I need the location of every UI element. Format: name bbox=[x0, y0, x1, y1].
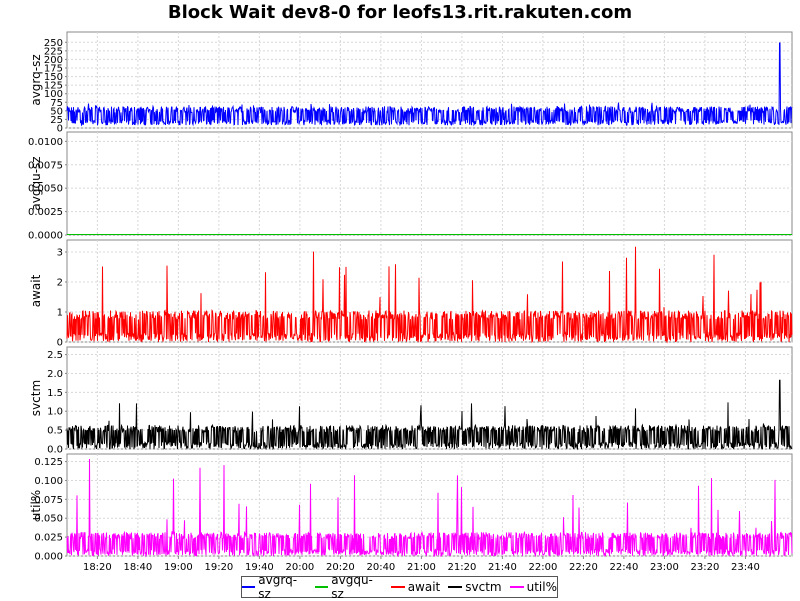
x-tick-label-10: 21:40 bbox=[488, 562, 517, 573]
x-tick-label-0: 18:20 bbox=[83, 562, 112, 573]
y-axis-label-avgrq-sz: avgrq-sz bbox=[29, 54, 43, 105]
y-tick-label-avgrq-sz-2: 50 bbox=[50, 106, 63, 117]
chart-title: Block Wait dev8-0 for leofs13.rit.rakute… bbox=[167, 2, 633, 23]
y-tick-label-avgrq-sz-6: 150 bbox=[44, 72, 63, 83]
y-tick-label-svctm-0: 0.0 bbox=[47, 445, 63, 456]
y-axis-label-svctm: svctm bbox=[29, 380, 43, 416]
y-tick-label-svctm-1: 0.5 bbox=[47, 426, 63, 437]
x-tick-label-2: 19:00 bbox=[164, 562, 193, 573]
y-tick-label-avgqu-sz-2: 0.0050 bbox=[28, 184, 63, 195]
y-axis-label-util: util% bbox=[29, 490, 43, 520]
legend-swatch-avgqu-sz bbox=[314, 586, 329, 588]
x-tick-label-1: 18:40 bbox=[123, 562, 152, 573]
legend-item-svctm: svctm bbox=[448, 580, 502, 594]
y-tick-label-avgqu-sz-0: 0.0000 bbox=[28, 231, 63, 242]
y-tick-label-avgqu-sz-3: 0.0075 bbox=[28, 160, 63, 171]
y-tick-label-svctm-4: 2.0 bbox=[47, 369, 63, 380]
y-tick-label-avgrq-sz-5: 125 bbox=[44, 81, 63, 92]
y-tick-label-await-0: 0 bbox=[57, 338, 63, 349]
plot-frame-avgqu-sz bbox=[66, 131, 793, 236]
y-tick-label-util-2: 0.050 bbox=[34, 514, 63, 525]
legend-label-avgrq-sz: avgrq-sz bbox=[258, 573, 298, 601]
legend-swatch-svctm bbox=[448, 586, 463, 588]
x-tick-label-16: 23:40 bbox=[731, 562, 760, 573]
y-tick-label-avgrq-sz-3: 75 bbox=[50, 98, 63, 109]
series-line-util bbox=[66, 458, 793, 558]
legend-label-util: util% bbox=[526, 580, 557, 594]
x-tick-label-12: 22:20 bbox=[569, 562, 598, 573]
y-tick-label-avgrq-sz-10: 250 bbox=[44, 38, 63, 49]
y-tick-label-avgrq-sz-1: 25 bbox=[50, 115, 63, 126]
x-tick-label-5: 20:00 bbox=[285, 562, 314, 573]
legend-item-avgqu-sz: avgqu-sz bbox=[314, 573, 383, 601]
x-tick-label-6: 20:20 bbox=[326, 562, 355, 573]
series-line-await bbox=[66, 246, 793, 344]
y-axis-label-await: await bbox=[29, 274, 43, 307]
y-axis-label-avgqu-sz: avgqu-sz bbox=[29, 156, 43, 210]
legend-label-avgqu-sz: avgqu-sz bbox=[331, 573, 373, 601]
x-tick-label-13: 22:40 bbox=[609, 562, 638, 573]
series-line-svctm bbox=[66, 379, 793, 451]
y-tick-label-util-1: 0.025 bbox=[34, 533, 63, 544]
legend-swatch-util bbox=[509, 586, 524, 588]
y-tick-label-svctm-3: 1.5 bbox=[47, 388, 63, 399]
y-tick-label-util-5: 0.125 bbox=[34, 457, 63, 468]
y-tick-label-avgrq-sz-7: 175 bbox=[44, 64, 63, 75]
legend-label-svctm: svctm bbox=[465, 580, 502, 594]
plot-frame-util bbox=[66, 453, 793, 557]
y-tick-label-util-4: 0.100 bbox=[34, 476, 63, 487]
x-tick-label-9: 21:20 bbox=[447, 562, 476, 573]
y-tick-label-avgrq-sz-0: 0 bbox=[57, 124, 63, 135]
y-tick-label-await-3: 3 bbox=[57, 248, 63, 259]
y-tick-label-avgqu-sz-4: 0.0100 bbox=[28, 137, 63, 148]
x-tick-label-15: 23:20 bbox=[691, 562, 720, 573]
y-tick-label-svctm-5: 2.5 bbox=[47, 350, 63, 361]
legend-item-await: await bbox=[390, 580, 441, 594]
series-line-avgrq-sz bbox=[66, 42, 793, 127]
y-tick-label-util-3: 0.075 bbox=[34, 495, 63, 506]
y-tick-label-await-2: 2 bbox=[57, 278, 63, 289]
legend-item-avgrq-sz: avgrq-sz bbox=[242, 573, 307, 601]
y-tick-label-util-0: 0.000 bbox=[34, 552, 63, 563]
y-tick-label-svctm-2: 1.0 bbox=[47, 407, 63, 418]
x-tick-label-8: 21:00 bbox=[407, 562, 436, 573]
x-tick-label-3: 19:20 bbox=[204, 562, 233, 573]
y-tick-label-avgrq-sz-9: 225 bbox=[44, 46, 63, 57]
legend-swatch-await bbox=[390, 586, 405, 588]
x-tick-label-7: 20:40 bbox=[366, 562, 395, 573]
y-tick-label-avgrq-sz-4: 100 bbox=[44, 89, 63, 100]
y-tick-label-avgqu-sz-1: 0.0025 bbox=[28, 207, 63, 218]
x-tick-label-11: 22:00 bbox=[528, 562, 557, 573]
legend-swatch-avgrq-sz bbox=[242, 586, 256, 588]
y-tick-label-avgrq-sz-8: 200 bbox=[44, 55, 63, 66]
y-tick-label-await-1: 1 bbox=[57, 308, 63, 319]
legend-label-await: await bbox=[407, 580, 441, 594]
legend: avgrq-sz avgqu-sz await svctm util% bbox=[241, 573, 558, 601]
x-tick-label-4: 19:40 bbox=[245, 562, 274, 573]
x-tick-label-14: 23:00 bbox=[650, 562, 679, 573]
legend-item-util: util% bbox=[509, 580, 557, 594]
